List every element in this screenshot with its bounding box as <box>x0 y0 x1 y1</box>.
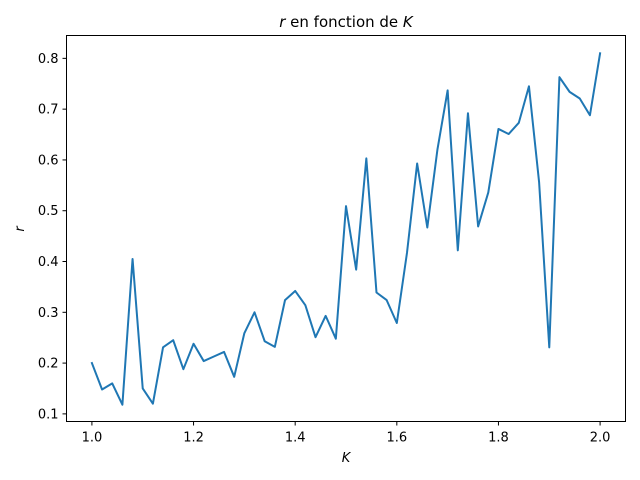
x-tick-label: 2.0 <box>590 431 611 446</box>
x-tick-label: 1.8 <box>488 431 509 446</box>
y-tick-label: 0.8 <box>38 52 59 67</box>
chart-title-var: r <box>279 13 286 31</box>
y-axis-ticks: 0.1 0.2 0.3 0.4 0.5 0.6 0.7 0.8 <box>38 52 67 422</box>
y-tick-label: 0.4 <box>38 255 59 270</box>
chart-title-text: en fonction de <box>285 13 403 31</box>
x-axis-label: K <box>342 451 352 466</box>
x-tick-label: 1.4 <box>285 431 306 446</box>
y-tick-label: 0.6 <box>38 153 59 168</box>
axes-frame <box>66 35 626 422</box>
x-tick-label: 1.2 <box>183 431 204 446</box>
y-tick-label: 0.2 <box>38 357 59 372</box>
y-tick-label: 0.1 <box>38 407 59 422</box>
y-tick-label: 0.3 <box>38 306 59 321</box>
x-tick-label: 1.6 <box>386 431 407 446</box>
series-layer <box>90 52 602 406</box>
x-axis-ticks: 1.0 1.2 1.4 1.6 1.8 2.0 <box>82 421 611 446</box>
chart-title-var2: K <box>403 13 414 31</box>
chart-title: r en fonction de K <box>279 13 414 31</box>
y-axis-label: r <box>13 225 28 232</box>
y-tick-label: 0.7 <box>38 103 59 118</box>
x-tick-label: 1.0 <box>82 431 103 446</box>
plot-area <box>66 35 626 422</box>
y-tick-label: 0.5 <box>38 204 59 219</box>
series-line <box>90 52 602 406</box>
